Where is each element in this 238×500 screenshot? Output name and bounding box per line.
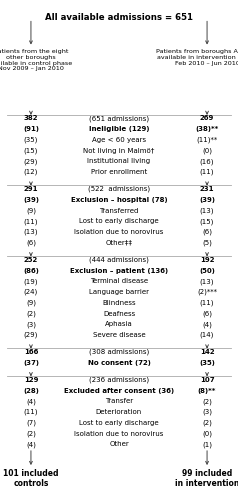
Text: Exclusion – patient (136): Exclusion – patient (136) (70, 268, 168, 274)
Text: (13): (13) (200, 278, 214, 284)
Text: (4): (4) (26, 398, 36, 404)
Text: 99 included
in intervention: 99 included in intervention (175, 469, 238, 488)
Text: (35): (35) (24, 136, 38, 143)
Text: (4): (4) (26, 441, 36, 448)
Text: (15): (15) (200, 218, 214, 224)
Text: Institutional living: Institutional living (87, 158, 151, 164)
Text: Aphasia: Aphasia (105, 322, 133, 328)
Text: (13): (13) (200, 208, 214, 214)
Text: 142: 142 (200, 349, 214, 355)
Text: (2): (2) (202, 398, 212, 404)
Text: 269: 269 (200, 116, 214, 121)
Text: 252: 252 (24, 257, 38, 263)
Text: Lost to early discharge: Lost to early discharge (79, 420, 159, 426)
Text: (11): (11) (200, 169, 214, 175)
Text: Transferred: Transferred (99, 208, 139, 214)
Text: 101 included
controls: 101 included controls (3, 469, 59, 488)
Text: Age < 60 years: Age < 60 years (92, 137, 146, 143)
Text: 107: 107 (200, 377, 214, 383)
Text: (13): (13) (24, 229, 38, 235)
Text: (86): (86) (23, 268, 39, 274)
Text: (308 admissions): (308 admissions) (89, 349, 149, 356)
Text: (1): (1) (202, 441, 212, 448)
Text: (9): (9) (26, 300, 36, 306)
Text: Prior enrollment: Prior enrollment (91, 169, 147, 175)
Text: Isolation due to norovirus: Isolation due to norovirus (74, 229, 164, 235)
Text: (6): (6) (202, 310, 212, 317)
Text: Language barrier: Language barrier (89, 289, 149, 295)
Text: Other: Other (109, 442, 129, 448)
Text: 129: 129 (24, 377, 38, 383)
Text: (37): (37) (23, 360, 39, 366)
Text: (29): (29) (24, 332, 38, 338)
Text: (651 admissions): (651 admissions) (89, 115, 149, 121)
Text: Patients from the eight
other boroughs
available in control phase
Nov 2009 – Jan: Patients from the eight other boroughs a… (0, 49, 73, 72)
Text: 231: 231 (200, 186, 214, 192)
Text: (522  admissions): (522 admissions) (88, 186, 150, 192)
Text: (15): (15) (24, 148, 38, 154)
Text: No consent (72): No consent (72) (88, 360, 150, 366)
Text: (6): (6) (26, 240, 36, 246)
Text: (9): (9) (26, 208, 36, 214)
Text: (16): (16) (200, 158, 214, 164)
Text: Patients from boroughs A and B
available in intervention phase
Feb 2010 – Jun 20: Patients from boroughs A and B available… (156, 49, 238, 66)
Text: All available admissions = 651: All available admissions = 651 (45, 12, 193, 22)
Text: Deafness: Deafness (103, 310, 135, 316)
Text: (444 admissions): (444 admissions) (89, 256, 149, 263)
Text: Not living in Malmö†: Not living in Malmö† (83, 148, 155, 154)
Text: (39): (39) (199, 197, 215, 203)
Text: (8)**: (8)** (198, 388, 216, 394)
Text: (2): (2) (26, 310, 36, 317)
Text: (2): (2) (26, 430, 36, 437)
Text: Lost to early discharge: Lost to early discharge (79, 218, 159, 224)
Text: (35): (35) (199, 360, 215, 366)
Text: (2): (2) (202, 420, 212, 426)
Text: Blindness: Blindness (102, 300, 136, 306)
Text: (11): (11) (24, 409, 38, 416)
Text: (11)**: (11)** (196, 136, 218, 143)
Text: (6): (6) (202, 229, 212, 235)
Text: Transfer: Transfer (105, 398, 133, 404)
Text: (29): (29) (24, 158, 38, 164)
Text: (0): (0) (202, 148, 212, 154)
Text: 192: 192 (200, 257, 214, 263)
Text: (11): (11) (200, 300, 214, 306)
Text: (28): (28) (23, 388, 39, 394)
Text: (236 admissions): (236 admissions) (89, 376, 149, 383)
Text: (5): (5) (202, 240, 212, 246)
Text: (19): (19) (24, 278, 38, 284)
Text: (24): (24) (24, 289, 38, 296)
Text: (3): (3) (26, 321, 36, 328)
Text: (11): (11) (24, 218, 38, 224)
Text: Excluded after consent (36): Excluded after consent (36) (64, 388, 174, 394)
Text: Severe disease: Severe disease (93, 332, 145, 338)
Text: Exclusion – hospital (78): Exclusion – hospital (78) (71, 197, 167, 203)
Text: (50): (50) (199, 268, 215, 274)
Text: (14): (14) (200, 332, 214, 338)
Text: (7): (7) (26, 420, 36, 426)
Text: (3): (3) (202, 409, 212, 416)
Text: 166: 166 (24, 349, 38, 355)
Text: Terminal disease: Terminal disease (90, 278, 148, 284)
Text: (4): (4) (202, 321, 212, 328)
Text: (2)***: (2)*** (197, 289, 217, 296)
Text: (0): (0) (202, 430, 212, 437)
Text: (39): (39) (23, 197, 39, 203)
Text: Other‡‡: Other‡‡ (105, 240, 133, 246)
Text: (38)**: (38)** (195, 126, 219, 132)
Text: (12): (12) (24, 169, 38, 175)
Text: Isolation due to norovirus: Isolation due to norovirus (74, 430, 164, 436)
Text: Deterioration: Deterioration (96, 409, 142, 415)
Text: 382: 382 (24, 116, 38, 121)
Text: 291: 291 (24, 186, 38, 192)
Text: (91): (91) (23, 126, 39, 132)
Text: Ineligible (129): Ineligible (129) (89, 126, 149, 132)
